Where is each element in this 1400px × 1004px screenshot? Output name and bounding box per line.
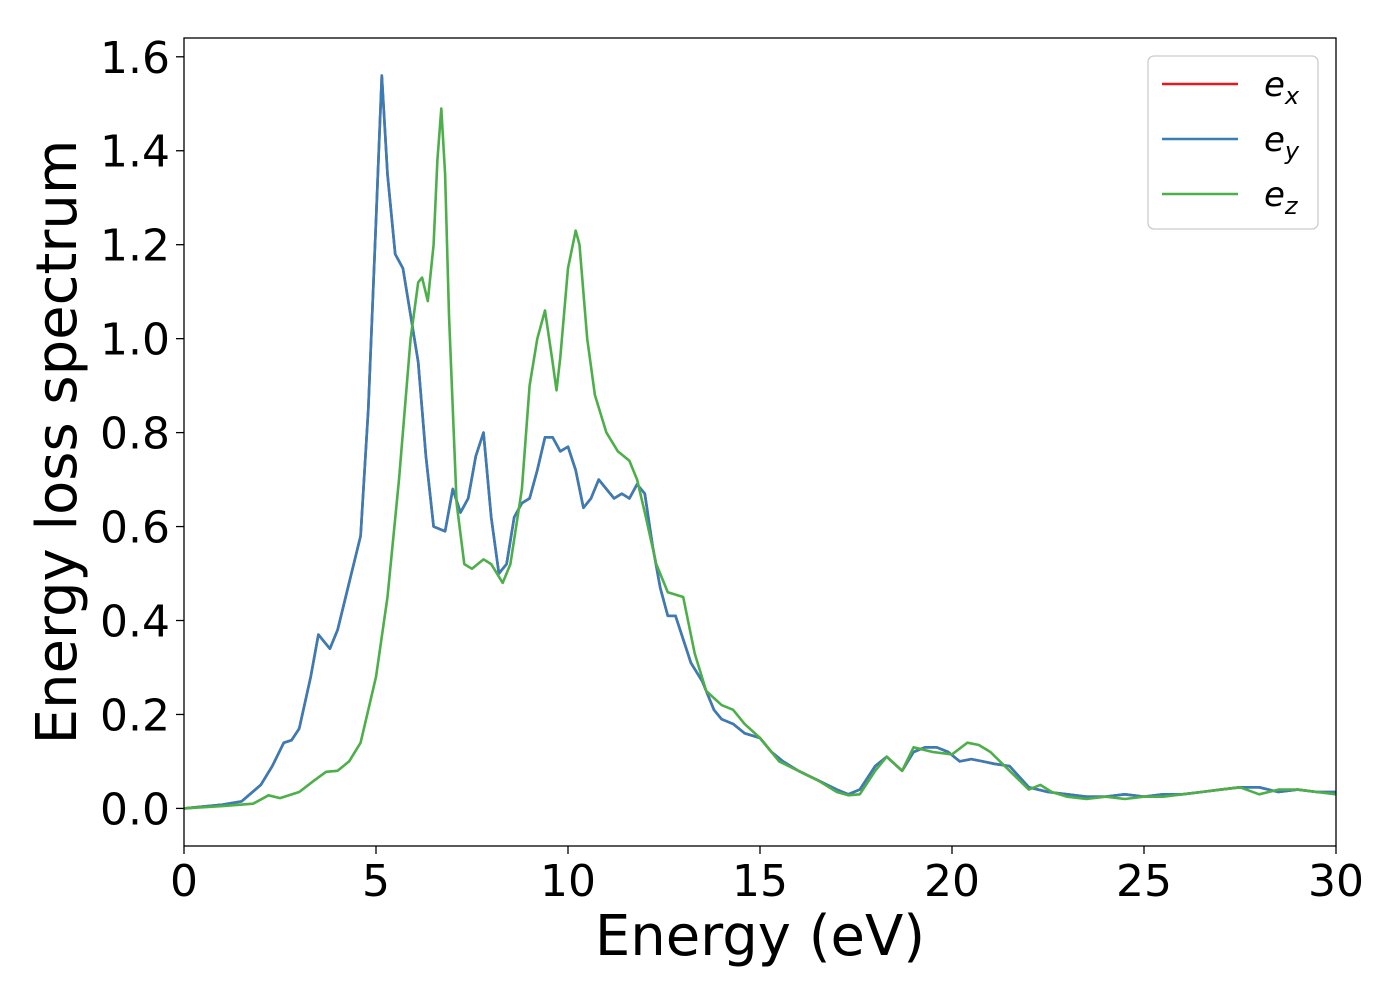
x-tick-label: 20 (924, 856, 980, 907)
y-tick-label: 1.4 (100, 127, 170, 178)
series-layer (183, 74, 1337, 810)
y-axis: 0.0 0.2 0.4 0.6 0.8 1.0 1.2 1.4 1.6 (100, 33, 184, 835)
x-tick-label: 30 (1308, 856, 1364, 907)
series-line-y (183, 74, 1336, 810)
y-tick-label: 0.2 (100, 690, 170, 741)
y-tick-label: 1.0 (100, 315, 170, 366)
legend-box (1147, 55, 1319, 230)
y-tick-label: 0.0 (100, 784, 170, 835)
x-tick-label: 25 (1116, 856, 1172, 907)
series-line-z (183, 107, 1337, 810)
y-tick-label: 0.8 (100, 409, 170, 460)
x-axis-title: Energy (eV) (595, 904, 925, 969)
x-tick-label: 5 (362, 856, 390, 907)
y-tick-label: 1.6 (100, 33, 170, 84)
y-tick-label: 1.2 (100, 221, 170, 272)
x-axis: 0 5 10 15 20 25 30 (170, 846, 1364, 907)
y-tick-label: 0.6 (100, 503, 170, 554)
x-tick-label: 0 (170, 856, 198, 907)
x-tick-label: 15 (732, 856, 788, 907)
x-tick-label: 10 (540, 856, 596, 907)
y-tick-label: 0.4 (100, 597, 170, 648)
y-axis-title: Energy loss spectrum (25, 140, 90, 745)
